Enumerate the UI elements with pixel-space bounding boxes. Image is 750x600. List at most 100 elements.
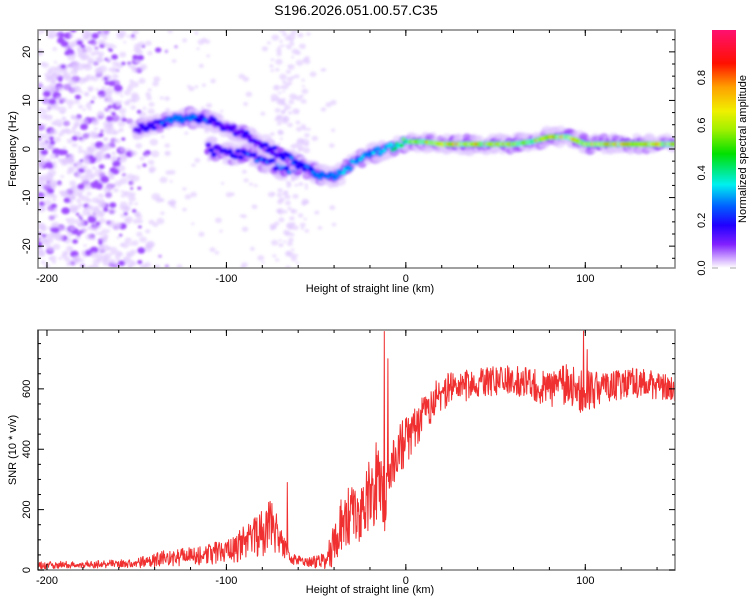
spectrogram-blob xyxy=(96,254,103,260)
spectrogram-blob xyxy=(130,105,136,110)
spectrogram-blob xyxy=(218,123,223,127)
spectrogram-blob xyxy=(287,111,293,115)
spectrogram-blob xyxy=(279,39,283,43)
spectrogram-blob xyxy=(275,67,280,72)
spectrogram-blob xyxy=(38,246,44,253)
spectrogram-blob xyxy=(287,64,295,70)
spectrogram-blob xyxy=(78,137,83,141)
spectrogram-blob xyxy=(271,239,279,246)
spectrogram-blob xyxy=(66,138,74,144)
x-tick-label: 100 xyxy=(576,273,594,285)
spectrogram-blob xyxy=(90,173,96,179)
spectrogram-blob xyxy=(249,182,253,186)
spectrogram-blob xyxy=(56,34,60,38)
spectrogram-blob xyxy=(261,261,265,264)
spectrogram-blob xyxy=(83,45,93,53)
spectrogram-blob xyxy=(144,150,151,156)
spectrogram-blob xyxy=(284,166,289,170)
spectrogram-blob xyxy=(169,203,175,208)
spectrogram-blob xyxy=(57,37,65,44)
spectrogram-blob xyxy=(317,226,323,230)
spectrogram-blob xyxy=(104,107,110,112)
spectrogram-blob xyxy=(86,191,92,196)
spectrogram-blob xyxy=(341,171,346,175)
spectrogram-blob xyxy=(67,168,75,174)
spectrogram-blob xyxy=(93,167,97,171)
spectrogram-blob xyxy=(314,210,320,215)
spectrogram-blob xyxy=(137,247,146,254)
spectrogram-blob xyxy=(317,175,322,180)
spectrogram-blob xyxy=(136,128,141,133)
colorbar-tick-label: 0.6 xyxy=(696,118,708,133)
spectrogram-blob xyxy=(72,125,78,130)
spectrogram-blob xyxy=(58,131,65,136)
spectrogram-blob xyxy=(99,213,104,218)
spectrogram-blob xyxy=(238,155,243,160)
spectrogram-blob xyxy=(334,174,340,179)
spectrogram-blob xyxy=(382,148,387,153)
spectrogram-blob xyxy=(92,258,101,265)
spectrogram-blob xyxy=(124,237,132,244)
spectrogram-blob xyxy=(476,135,484,141)
spectrogram-blob xyxy=(277,188,283,193)
spectrogram-blob xyxy=(253,184,258,188)
spectrogram-blob xyxy=(173,114,178,118)
spectrogram-blob xyxy=(47,226,52,230)
spectrogram-blob xyxy=(97,51,105,57)
spectrogram-blob xyxy=(71,135,79,141)
spectrogram-blob xyxy=(46,188,55,194)
spectrogram-blob xyxy=(126,173,135,181)
spectrogram-blob xyxy=(153,76,161,83)
spectrogram-blob xyxy=(85,233,94,240)
spectrogram-blob xyxy=(111,151,117,156)
spectrogram-blob xyxy=(263,142,269,147)
spectrogram-blob xyxy=(320,107,327,112)
spectrogram-blob xyxy=(269,223,277,230)
spectrogram-blob xyxy=(119,51,127,58)
spectrogram-blob xyxy=(105,192,112,198)
spectrogram-blob xyxy=(98,231,104,236)
spectrogram-blob xyxy=(147,108,155,115)
spectrogram-blob xyxy=(84,64,89,68)
spectrogram-blob xyxy=(292,108,300,115)
spectrogram-blob xyxy=(117,251,124,257)
spectrogram-blob xyxy=(98,169,102,172)
spectrogram-blob xyxy=(94,67,104,75)
spectrogram-blob xyxy=(194,31,199,35)
spectrogram-blob xyxy=(104,57,108,61)
spectrogram-blob xyxy=(99,211,104,215)
y-tick-label: 0 xyxy=(21,567,33,573)
spectrogram-blob xyxy=(275,258,280,262)
spectrogram-blob xyxy=(311,135,319,142)
spectrogram-blob xyxy=(272,254,277,258)
x-tick-label: 0 xyxy=(403,575,409,587)
spectrogram-blob xyxy=(291,256,297,262)
spectrogram-blob xyxy=(147,88,152,92)
spectrogram-blob xyxy=(280,156,286,160)
spectrogram-blob xyxy=(182,187,187,191)
spectrogram-blob xyxy=(38,163,43,168)
spectrogram-blob xyxy=(53,119,63,126)
spectrogram-blob xyxy=(124,218,132,225)
spectrogram-blob xyxy=(231,125,236,129)
spectrogram-blob xyxy=(98,171,106,177)
spectrogram-blob xyxy=(43,123,48,127)
spectrogram-blob xyxy=(90,142,96,147)
spectrogram-x-axis-label: Height of straight line (km) xyxy=(306,283,434,295)
spectrogram-blob xyxy=(69,226,75,232)
spectrogram-blob xyxy=(87,101,92,105)
spectrogram-blob xyxy=(283,240,287,243)
spectrogram-blob xyxy=(40,260,46,265)
spectrogram-blob xyxy=(54,66,61,72)
spectrogram-blob xyxy=(62,146,67,150)
spectrogram-blob xyxy=(43,199,52,206)
spectrogram-blob xyxy=(80,118,89,126)
spectrogram-blob xyxy=(93,207,100,212)
spectrogram-blob xyxy=(367,154,372,158)
spectrogram-blob xyxy=(276,192,283,198)
spectrogram-blob xyxy=(65,245,74,252)
spectrogram-blob xyxy=(58,106,67,114)
spectrogram-blob xyxy=(241,214,247,219)
spectrogram-blob xyxy=(285,69,291,74)
spectrogram-blob xyxy=(196,119,202,123)
